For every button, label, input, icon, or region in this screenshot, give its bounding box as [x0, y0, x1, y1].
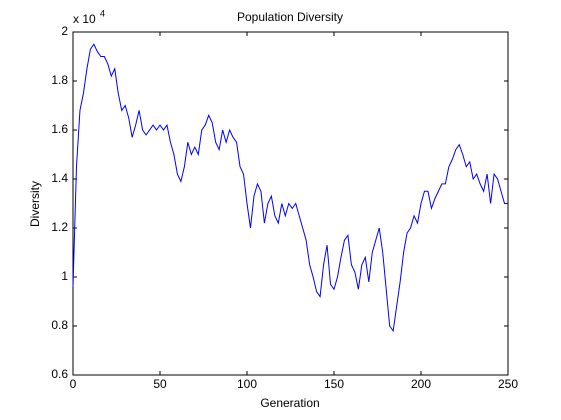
y-axis-label: Diversity	[28, 181, 42, 227]
plot-box	[72, 31, 509, 376]
y-tick-label: 1.6	[51, 122, 68, 136]
x-axis-label: Generation	[260, 396, 319, 410]
x-tick-label: 150	[324, 377, 344, 391]
x-tick-label: 250	[498, 377, 518, 391]
x-tick-label: 100	[237, 377, 257, 391]
y-tick-label: 2	[61, 24, 68, 38]
y-tick-label: 1	[61, 269, 68, 283]
chart-title: Population Diversity	[237, 10, 343, 24]
data-line	[72, 43, 508, 333]
x-tick-label: 200	[411, 377, 431, 391]
y-tick-label: 1.4	[51, 171, 68, 185]
multiplier-base: x 10	[73, 12, 96, 26]
x-tick-label: 0	[70, 377, 77, 391]
y-tick-label: 0.8	[51, 318, 68, 332]
x-tick-label: 50	[153, 377, 167, 391]
multiplier-exponent: 4	[100, 8, 105, 18]
y-tick-label: 1.8	[51, 73, 68, 87]
y-tick-label: 0.6	[51, 367, 68, 381]
y-tick-label: 1.2	[51, 220, 68, 234]
